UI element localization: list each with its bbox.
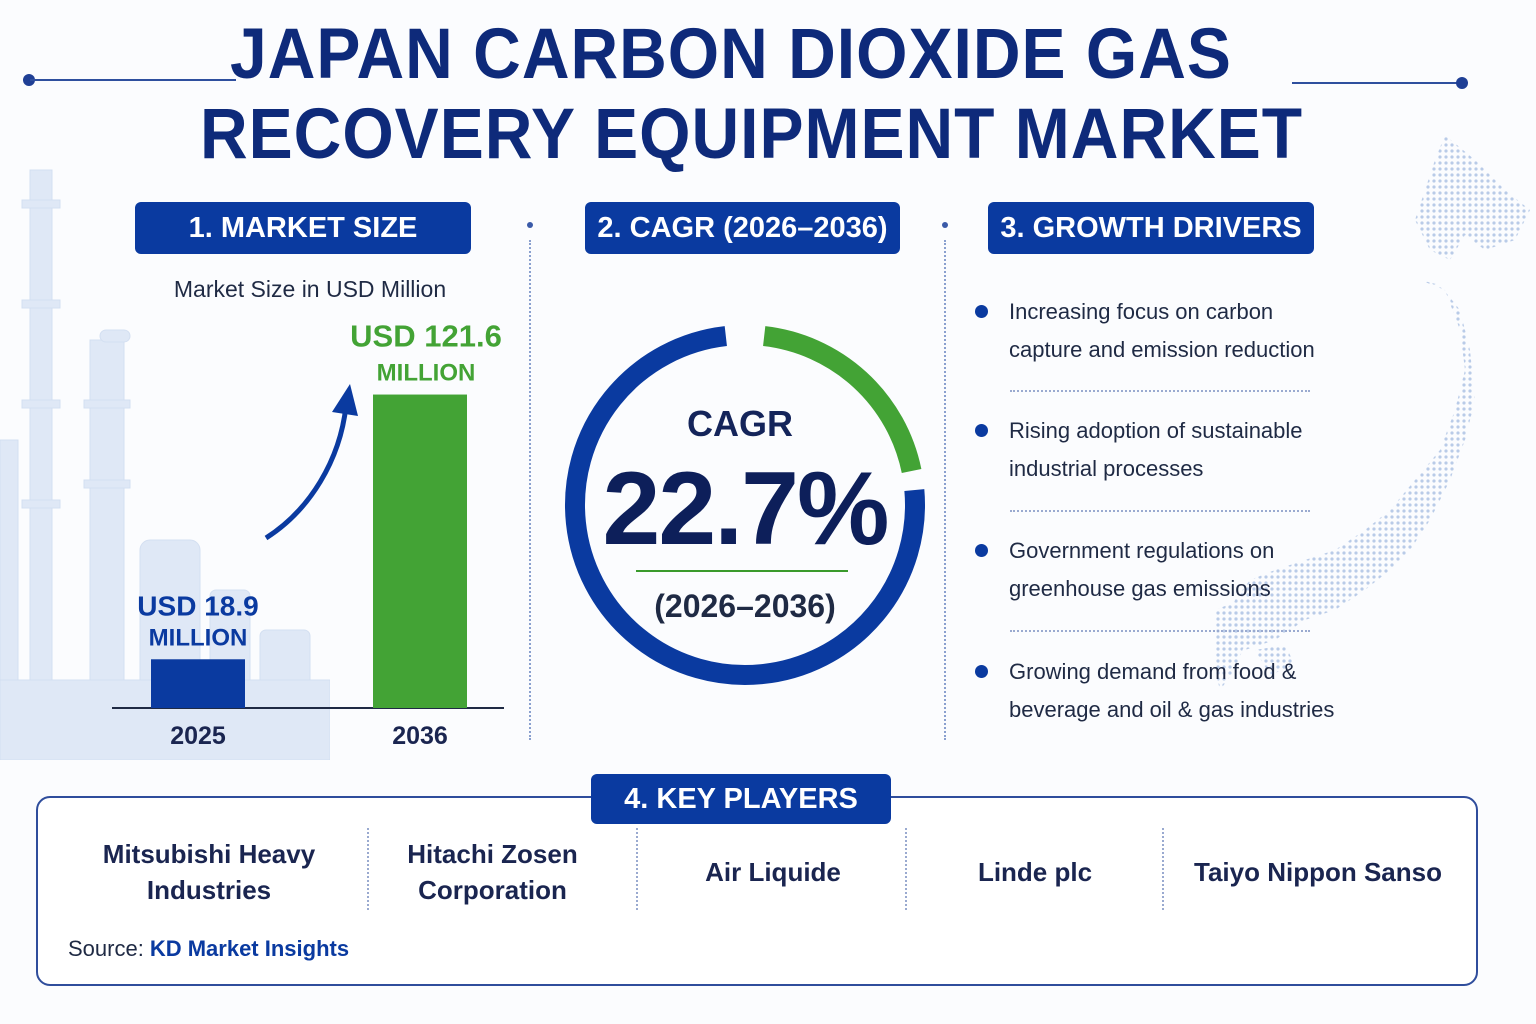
driver-text: Government regulations on greenhouse gas… xyxy=(1009,538,1275,601)
bullet-icon xyxy=(975,544,988,557)
cagr-ring-accent-arc xyxy=(762,326,922,474)
source-label: Source: xyxy=(68,936,144,961)
bullet-icon xyxy=(975,665,988,678)
data-label-unit: MILLION xyxy=(149,624,248,651)
title-rule-dot-left xyxy=(23,74,35,86)
data-label-unit: MILLION xyxy=(377,360,476,387)
title-rule-dot-right xyxy=(1456,77,1468,89)
data-label-value: USD 121.6 xyxy=(350,320,502,354)
driver-separator xyxy=(1010,390,1310,392)
x-tick-label: 2036 xyxy=(392,722,448,750)
player-name: Mitsubishi Heavy Industries xyxy=(102,839,316,905)
section-header-growth-drivers: 3. GROWTH DRIVERS xyxy=(988,202,1314,254)
cagr-divider-rule xyxy=(636,570,848,572)
column-divider xyxy=(529,240,531,740)
player-separator xyxy=(905,828,907,910)
bar-2025 xyxy=(151,659,245,708)
source-name: KD Market Insights xyxy=(149,936,350,961)
growth-arrowhead-icon xyxy=(332,384,358,416)
data-label-value: USD 18.9 xyxy=(137,590,258,621)
section-header-market-size: 1. MARKET SIZE xyxy=(135,202,471,254)
divider-dot xyxy=(942,222,948,228)
cagr-ring-gauge xyxy=(565,326,925,685)
cagr-value: 22.7% xyxy=(602,451,890,567)
player-name: Linde plc xyxy=(977,857,1093,887)
bullet-icon xyxy=(975,305,988,318)
driver-text: Rising adoption of sustainable industria… xyxy=(1009,418,1303,481)
key-players-panel xyxy=(36,796,1478,986)
chart-title: Market Size in USD Million xyxy=(173,276,447,302)
section-header-key-players: 4. KEY PLAYERS xyxy=(591,774,891,824)
cagr-label: CAGR xyxy=(687,403,793,444)
driver-text: Growing demand from food & beverage and … xyxy=(1009,659,1335,722)
driver-separator xyxy=(1010,630,1310,632)
page-title-line-1: JAPAN CARBON DIOXIDE GAS xyxy=(230,13,1232,93)
driver-separator xyxy=(1010,510,1310,512)
cagr-period: (2026–2036) xyxy=(654,588,836,624)
player-separator xyxy=(636,828,638,910)
player-name: Taiyo Nippon Sanso xyxy=(1194,857,1442,887)
player-name: Air Liquide xyxy=(705,857,841,887)
source-line: Source: KD Market Insights xyxy=(68,936,349,962)
x-tick-label: 2025 xyxy=(170,722,226,750)
player-name: Hitachi Zosen Corporation xyxy=(407,839,578,905)
column-divider xyxy=(944,240,946,740)
japan-map-background-illustration xyxy=(1215,135,1530,690)
title-rule-right xyxy=(1292,82,1460,84)
driver-text: Increasing focus on carbon capture and e… xyxy=(1009,299,1315,362)
player-separator xyxy=(367,828,369,910)
title-rule-left xyxy=(30,79,236,81)
growth-arrow xyxy=(264,405,349,541)
page-title-line-2: RECOVERY EQUIPMENT MARKET xyxy=(200,93,1304,173)
cagr-ring-primary-arc xyxy=(565,326,925,685)
bar-2036 xyxy=(373,394,467,708)
bullet-icon xyxy=(975,424,988,437)
player-separator xyxy=(1162,828,1164,910)
section-header-cagr: 2. CAGR (2026–2036) xyxy=(585,202,900,254)
market-size-bar-chart: 2025 USD 18.9 MILLION 2036 USD 121.6 MILLION xyxy=(112,320,504,750)
divider-dot xyxy=(527,222,533,228)
